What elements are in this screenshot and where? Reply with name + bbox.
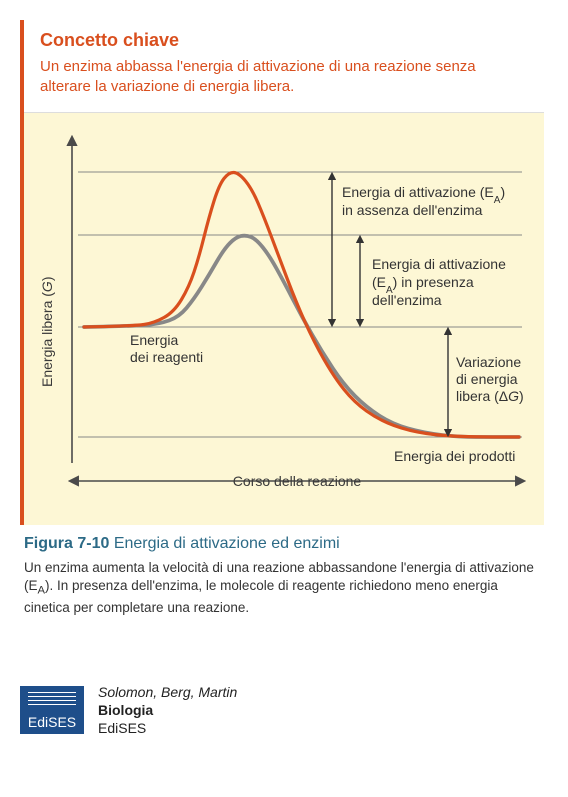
publisher-footer: EdiSES Solomon, Berg, Martin Biologia Ed… [20, 683, 548, 738]
concept-subtitle: Un enzima abbassa l'energia di attivazio… [40, 57, 528, 98]
caption-title: Figura 7-10 Energia di attivazione ed en… [24, 535, 544, 553]
publisher-name: EdiSES [98, 719, 237, 737]
svg-text:Energiadei reagenti: Energiadei reagenti [130, 332, 203, 365]
svg-text:Energia di attivazione(EA) in: Energia di attivazione(EA) in presenzade… [372, 256, 506, 308]
book-title: Biologia [98, 701, 237, 719]
svg-text:Energia di attivazione (EA)in: Energia di attivazione (EA)in assenza de… [342, 184, 505, 218]
figure-panel: Concetto chiave Un enzima abbassa l'ener… [20, 20, 544, 525]
logo-text: EdiSES [28, 714, 76, 730]
energy-diagram: Energia libera (G) Corso della reazione En… [34, 127, 534, 507]
svg-text:Corso della reazione: Corso della reazione [233, 473, 362, 489]
caption-body: Un enzima aumenta la velocità di una rea… [24, 559, 544, 617]
authors: Solomon, Berg, Martin [98, 683, 237, 701]
svg-text:Variazionedi energialibera (ΔG: Variazionedi energialibera (ΔG) [456, 354, 524, 404]
concept-header: Concetto chiave Un enzima abbassa l'ener… [24, 20, 544, 113]
figure-title-text: Energia di attivazione ed enzimi [114, 535, 340, 552]
publisher-logo: EdiSES [20, 686, 84, 734]
concept-title: Concetto chiave [40, 30, 528, 51]
logo-lines-icon [28, 692, 76, 710]
svg-text:Energia libera (G): Energia libera (G) [39, 276, 55, 387]
chart-area: Energia libera (G) Corso della reazione En… [24, 113, 544, 525]
figure-caption: Figura 7-10 Energia di attivazione ed en… [20, 525, 548, 621]
svg-text:Energia dei prodotti: Energia dei prodotti [394, 448, 515, 464]
figure-number: Figura 7-10 [24, 535, 109, 552]
publisher-info: Solomon, Berg, Martin Biologia EdiSES [98, 683, 237, 738]
